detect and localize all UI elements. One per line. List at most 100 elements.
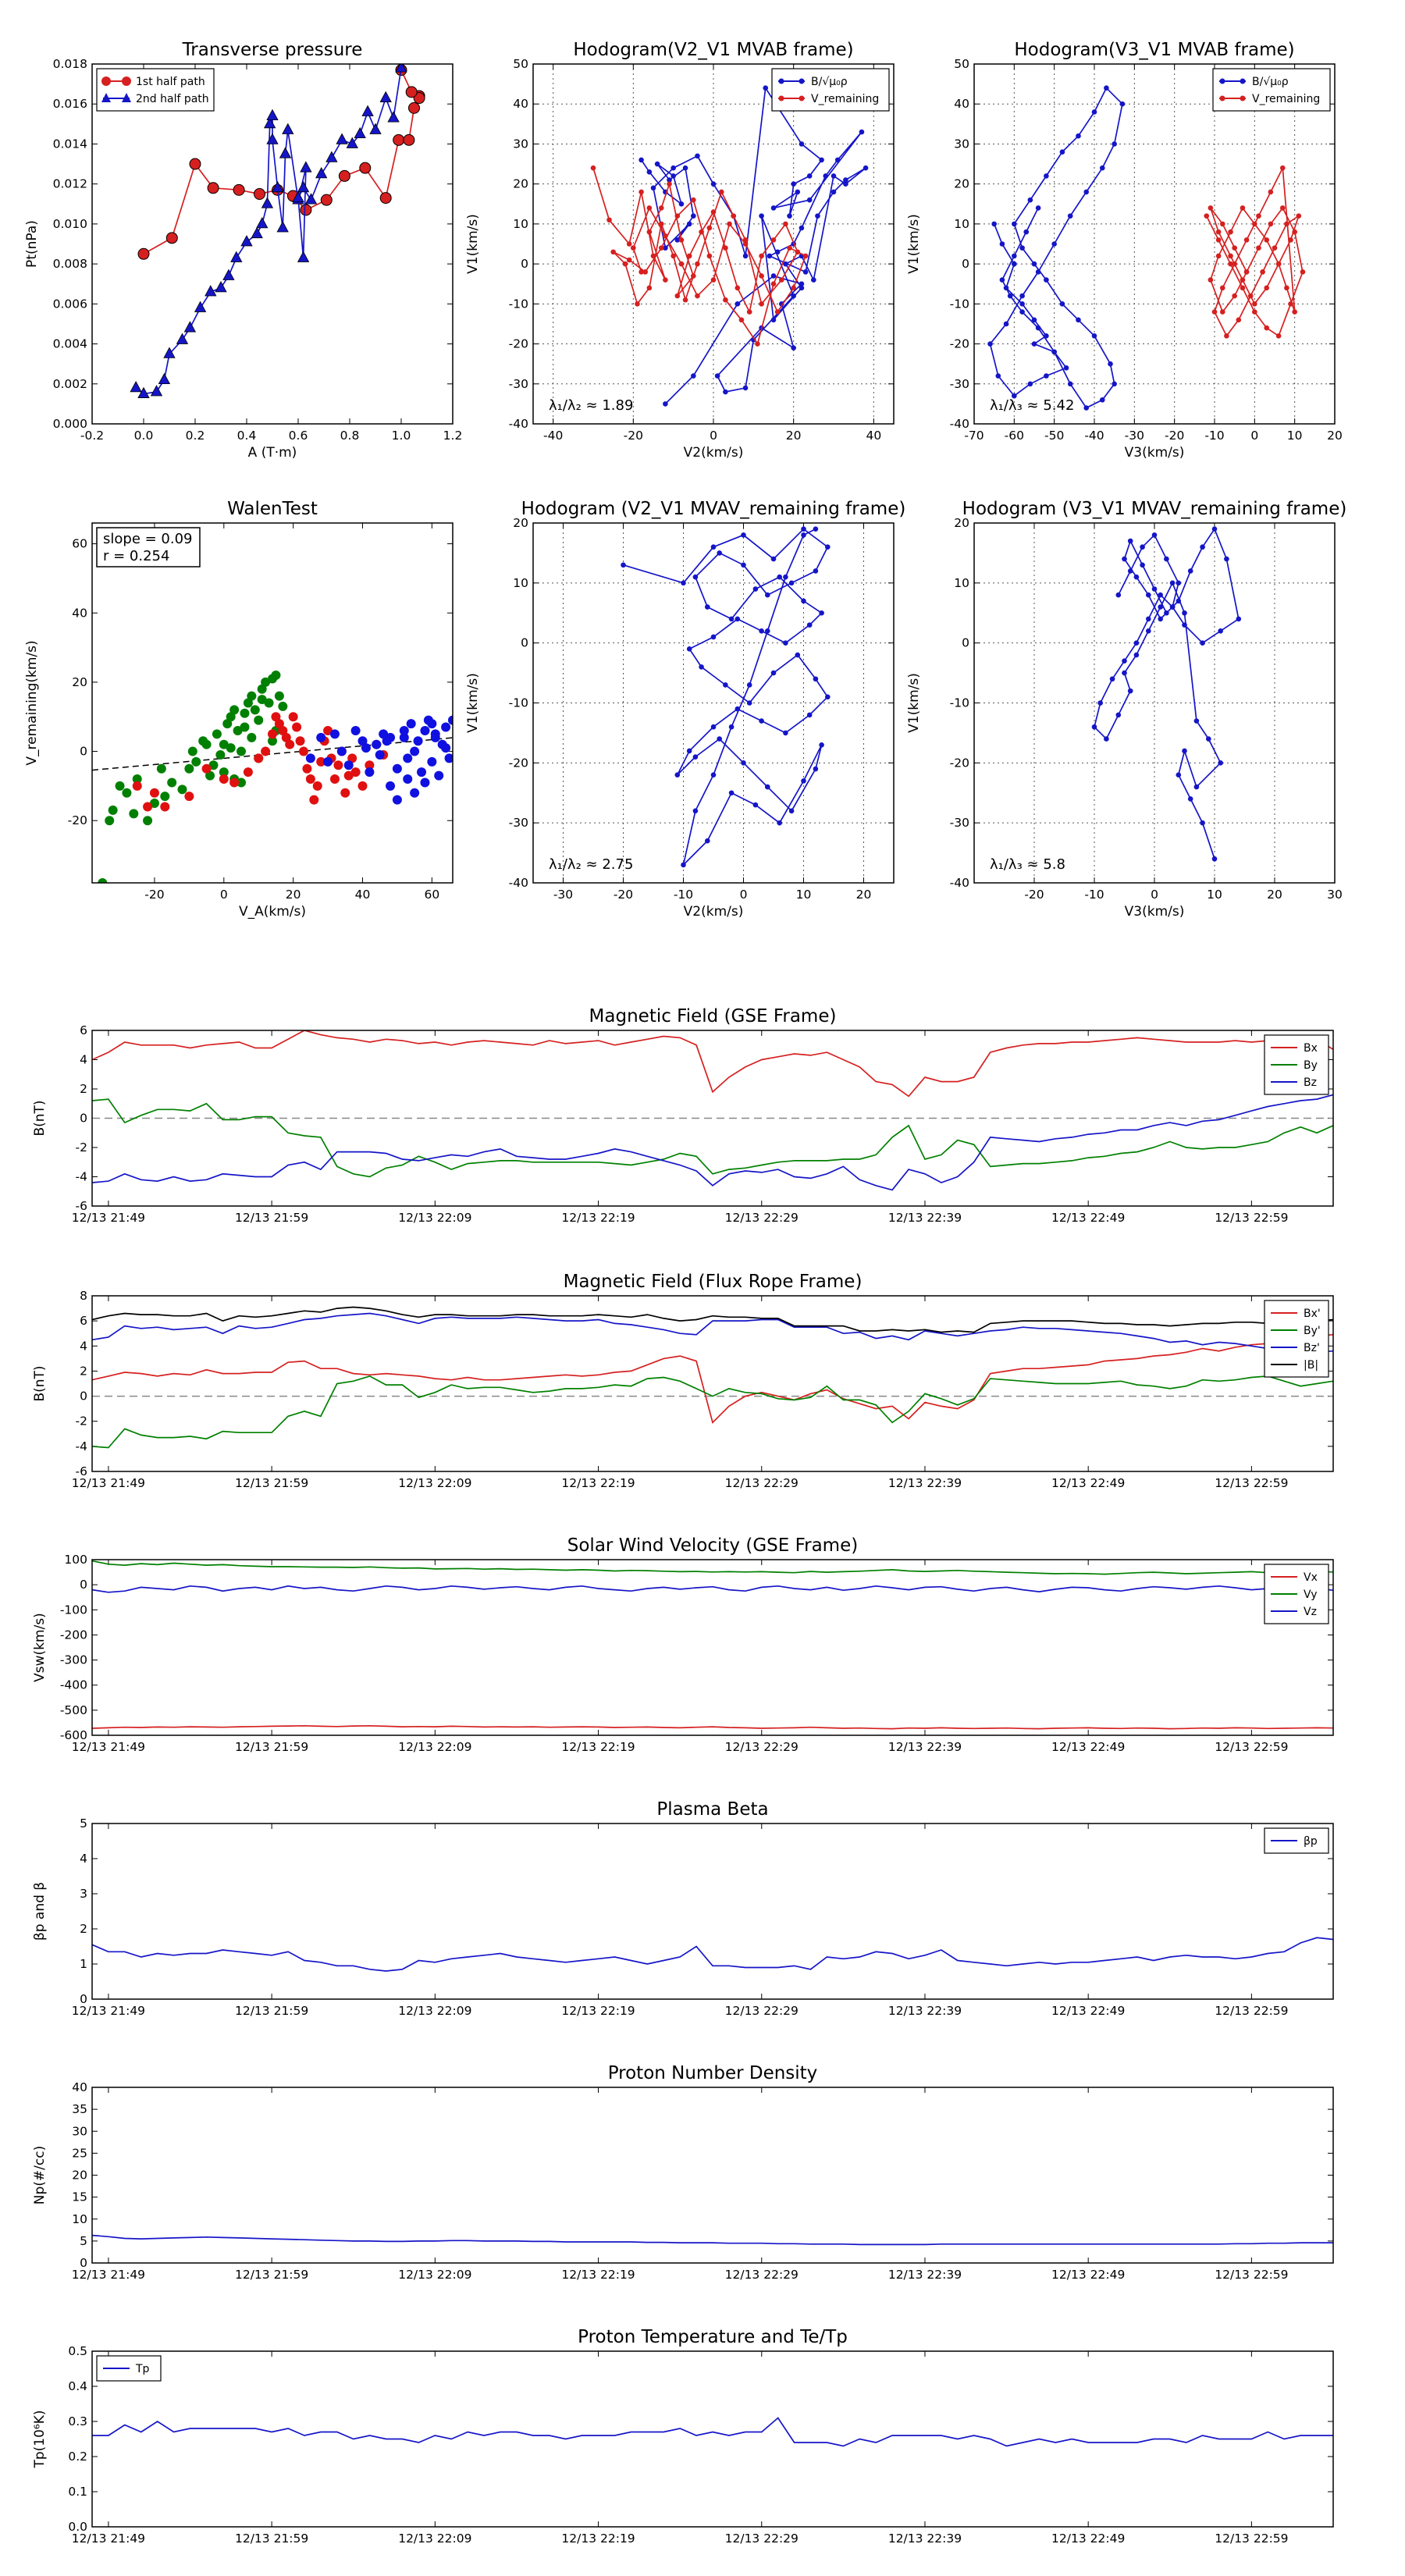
x-tick-label: 0.2 (186, 429, 205, 443)
data-point (1182, 622, 1187, 628)
series-group (130, 64, 425, 398)
scatter-point (343, 760, 354, 770)
data-point (741, 562, 746, 568)
scatter-point (132, 774, 142, 785)
data-point (1031, 317, 1037, 323)
data-point (1176, 772, 1182, 777)
scatter-point (379, 729, 389, 739)
series-line-Bz' (92, 1312, 1333, 1354)
x-tick-label: 12/13 22:29 (725, 1476, 799, 1490)
scatter-point (177, 785, 187, 795)
data-point (300, 204, 312, 216)
data-point (788, 580, 795, 586)
x-tick-label: 12/13 21:59 (235, 2268, 308, 2282)
x-axis-label: V_A(km/s) (239, 904, 306, 920)
legend-marker (122, 76, 131, 86)
scatter-point (323, 756, 333, 767)
data-point (1219, 309, 1225, 315)
data-point (667, 177, 672, 183)
y-tick-label: 15 (72, 2190, 87, 2204)
y-tick-label: 5 (80, 2234, 87, 2248)
y-tick-label: 0 (80, 745, 87, 759)
legend-marker (799, 78, 805, 84)
scatter-point (430, 729, 440, 739)
data-point (695, 261, 700, 267)
data-point (678, 201, 685, 207)
x-tick-label: 12/13 22:39 (888, 2004, 962, 2018)
data-point (777, 820, 782, 826)
scatter-point (201, 763, 212, 774)
data-point (806, 173, 813, 179)
data-point (1275, 261, 1282, 267)
y-tick-label: 30 (954, 137, 969, 151)
data-point (1252, 309, 1257, 315)
y-axis-label: Pt(nPa) (24, 220, 40, 268)
data-point (1292, 309, 1297, 315)
y-axis-label: Tp(10⁶K) (32, 2410, 48, 2468)
scatter-point (448, 715, 453, 725)
data-point (819, 742, 824, 748)
data-point (1206, 736, 1211, 742)
data-point (1215, 237, 1222, 243)
data-point (1284, 221, 1289, 227)
data-point (1051, 241, 1057, 247)
data-point (742, 385, 749, 391)
y-tick-label: 0 (521, 257, 528, 271)
y-tick-label: 0 (521, 636, 528, 650)
y-tick-label: -30 (509, 377, 528, 391)
data-point (999, 277, 1005, 283)
scatter-point (274, 719, 284, 729)
x-tick-label: -20 (1165, 429, 1184, 443)
data-point (806, 712, 813, 718)
x-tick-label: 10 (796, 888, 812, 902)
scatter-point (201, 739, 212, 749)
data-point (674, 772, 681, 777)
data-point (674, 213, 681, 219)
data-point (691, 373, 696, 379)
scatter-point (413, 736, 423, 746)
data-point (1012, 221, 1017, 227)
legend-marker (101, 76, 111, 86)
data-point (1193, 718, 1200, 724)
scatter-point (184, 792, 194, 802)
data-point (1176, 598, 1182, 604)
data-point (706, 225, 713, 231)
data-point (1268, 189, 1274, 195)
x-tick-label: 12/13 22:49 (1051, 1740, 1125, 1754)
x-tick-label: -20 (144, 888, 164, 902)
y-tick-label: 0.5 (68, 2344, 87, 2358)
chart-title: Hodogram(V3_V1 MVAB frame) (1014, 40, 1294, 60)
legend-marker (101, 93, 111, 102)
series-line-B/√μ₀ρ (640, 86, 866, 405)
legend-label: Vx (1304, 1571, 1318, 1584)
legend-label: By' (1304, 1325, 1321, 1337)
data-point (788, 808, 795, 814)
x-tick-label: 12/13 22:09 (398, 1211, 471, 1225)
data-point (799, 141, 805, 147)
series-line-|B| (92, 1306, 1333, 1333)
scatter-point (343, 770, 354, 781)
data-point (692, 808, 699, 814)
scatter-point (441, 722, 451, 732)
scatter-point (357, 736, 368, 746)
data-point (718, 189, 724, 195)
y-tick-label: 0 (80, 1112, 87, 1126)
data-point (1288, 237, 1293, 243)
data-point (999, 241, 1005, 247)
ratio-annotation: λ₁/λ₃ ≈ 5.42 (990, 397, 1074, 414)
data-point (731, 213, 736, 219)
data-point (791, 345, 796, 350)
y-tick-label: 2 (80, 1364, 87, 1378)
data-point (813, 526, 819, 532)
data-point (1240, 205, 1246, 211)
legend-box (771, 68, 890, 112)
scatter-point (316, 732, 326, 742)
y-tick-label: 50 (513, 57, 528, 71)
data-point (1127, 568, 1133, 574)
scatter-point (240, 722, 250, 732)
x-tick-label: 12/13 21:59 (235, 1211, 308, 1225)
x-tick-label: 12/13 21:49 (72, 2004, 145, 2018)
data-point (831, 189, 837, 195)
chart-title: Proton Temperature and Te/Tp (578, 2327, 848, 2347)
scatter-point (257, 684, 267, 694)
